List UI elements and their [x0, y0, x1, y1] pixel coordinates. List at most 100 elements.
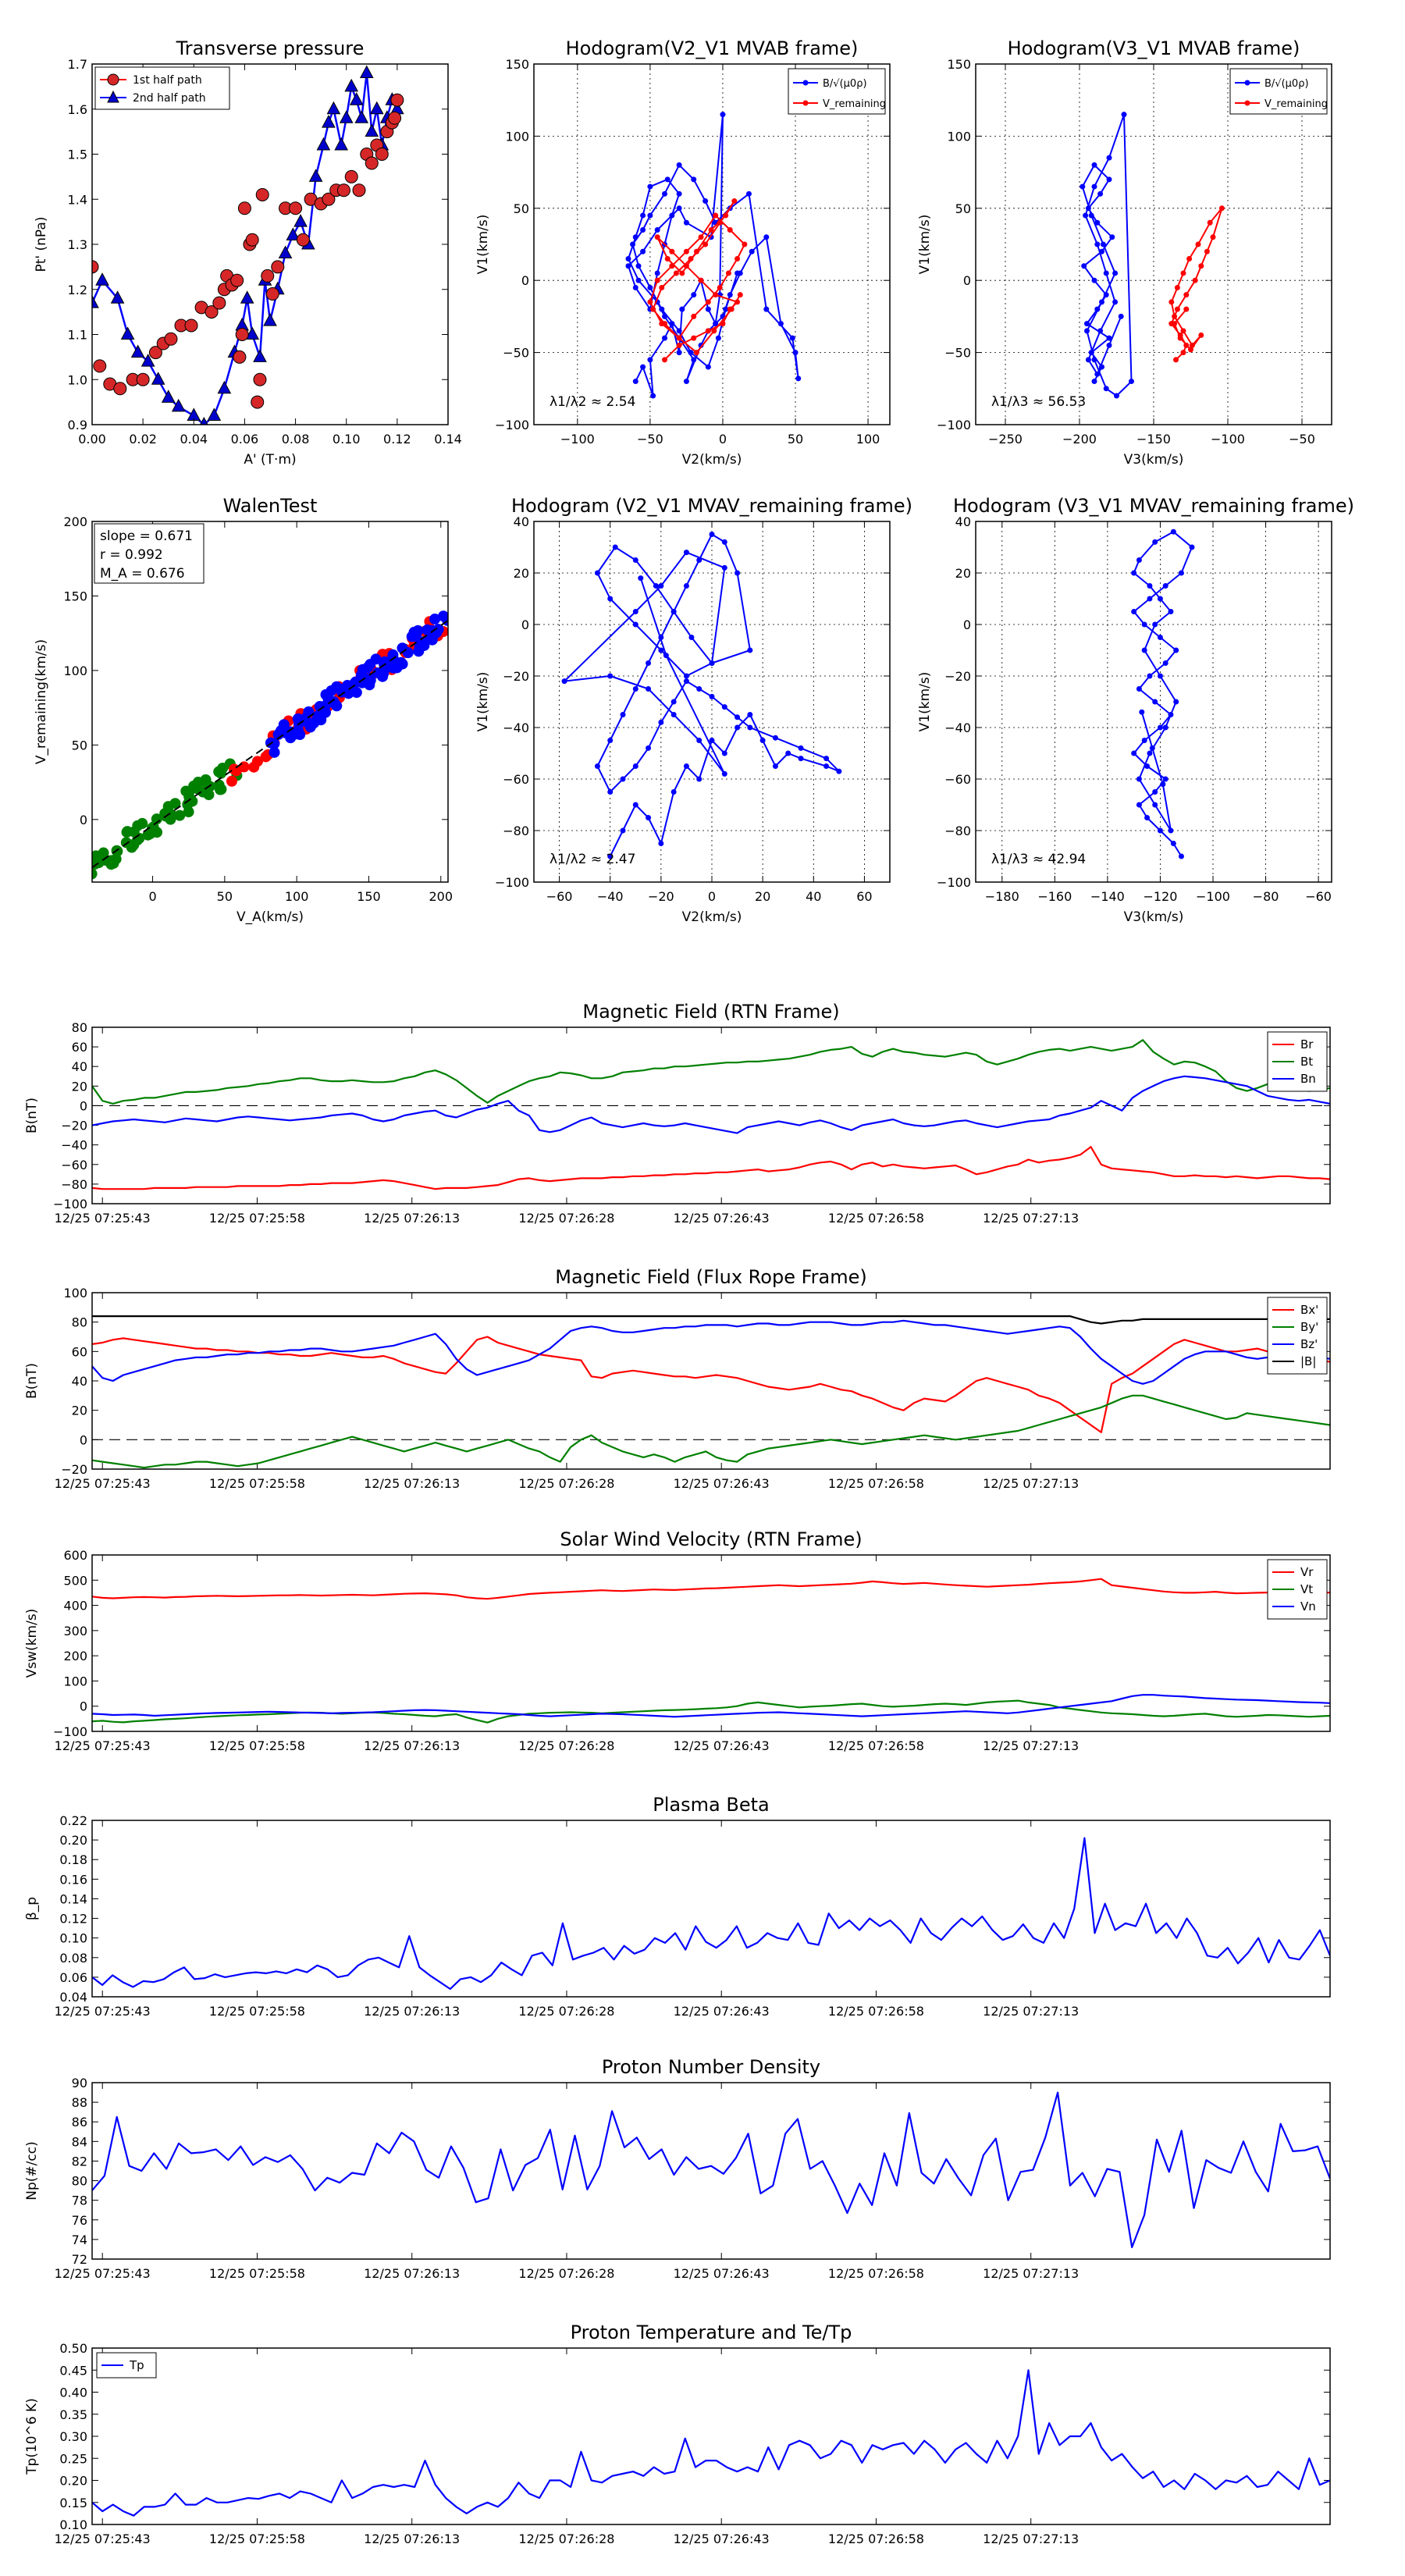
triangle-marker — [344, 78, 359, 92]
chart-h2: −100 −50 0 50 100 150 −250 −200 −150 −100 −50 Hodog… — [917, 37, 1332, 468]
data-point — [654, 234, 660, 240]
data-point — [1109, 234, 1115, 240]
data-point — [715, 335, 721, 341]
data-point — [759, 738, 766, 743]
walen-point — [402, 647, 414, 659]
y-tick-label: −100 — [937, 418, 971, 432]
x-tick-label: −120 — [1143, 889, 1177, 904]
x-tick-label: 100 — [285, 889, 309, 904]
data-point — [683, 219, 689, 226]
data-point — [640, 212, 646, 219]
data-point — [735, 724, 741, 731]
data-point — [1136, 802, 1142, 808]
data-point — [1112, 299, 1119, 305]
x-tick-label: −40 — [597, 889, 624, 904]
legend: Vr Vt Vn — [1267, 1559, 1328, 1620]
data-point — [625, 263, 631, 269]
series-line-beta — [92, 1837, 1330, 1991]
y-tick-label: −100 — [495, 875, 529, 890]
y-tick-label: 40 — [514, 514, 529, 529]
x-tick-label: 0.02 — [129, 432, 157, 447]
data-point — [1144, 815, 1151, 820]
x-tick-label: 12/25 07:26:43 — [674, 2532, 770, 2546]
legend-marker — [1244, 100, 1250, 106]
series-line-bx — [92, 1336, 1330, 1434]
x-tick-label: 12/25 07:26:43 — [674, 1211, 770, 1226]
data-point — [823, 756, 830, 762]
circle-marker — [271, 260, 285, 274]
x-tick-label: −60 — [546, 889, 573, 904]
x-tick-label: 12/25 07:25:43 — [55, 2266, 151, 2281]
circle-marker — [212, 296, 226, 310]
data-point — [653, 583, 659, 589]
data-point — [1168, 299, 1175, 305]
legend: Tp — [96, 2352, 157, 2379]
x-tick-label: −100 — [1196, 889, 1230, 904]
data-point — [1204, 248, 1210, 254]
y-tick-label: 1.4 — [68, 192, 87, 207]
triangle-marker — [245, 326, 260, 340]
x-tick-label: 12/25 07:25:43 — [55, 1738, 151, 1753]
legend-label: By' — [1300, 1320, 1318, 1334]
y-tick-label: 0 — [521, 273, 529, 288]
plot-frame — [533, 521, 891, 883]
data-point — [658, 719, 664, 725]
legend-label: 2nd half path — [133, 92, 206, 105]
y-axis-label: Vsw(km/s) — [24, 1609, 40, 1678]
chart-title: Hodogram (V2_V1 MVAV_remaining frame) — [511, 495, 912, 517]
y-tick-label: 150 — [505, 57, 529, 72]
y-tick-label: 50 — [72, 738, 87, 753]
walen-point — [331, 700, 343, 712]
x-tick-label: 12/25 07:26:58 — [828, 2266, 924, 2281]
data-point — [635, 263, 642, 269]
x-tick-label: 200 — [429, 889, 453, 904]
circle-marker — [184, 318, 198, 333]
data-point — [723, 306, 729, 312]
walen-point — [92, 868, 98, 880]
y-tick-label: 0.15 — [59, 2496, 87, 2510]
data-point — [1083, 212, 1089, 219]
stats-frame — [94, 523, 205, 584]
y-tick-label: 0.06 — [59, 1970, 87, 1985]
data-point — [650, 306, 656, 312]
walen-point — [294, 728, 306, 740]
y-tick-label: 20 — [72, 1079, 87, 1094]
data-point — [1173, 699, 1179, 705]
data-point — [632, 284, 638, 290]
data-point — [1157, 596, 1163, 602]
data-point — [659, 306, 665, 312]
x-tick-label: 12/25 07:26:58 — [828, 2004, 924, 2019]
x-tick-label: 0.08 — [282, 432, 310, 447]
x-tick-label: 12/25 07:26:43 — [674, 2266, 770, 2281]
x-tick-label: −80 — [1253, 889, 1279, 904]
legend-label: Bx' — [1300, 1303, 1318, 1317]
triangle-marker — [365, 123, 379, 137]
data-point — [679, 270, 685, 276]
x-tick-label: 50 — [217, 889, 233, 904]
circle-marker — [93, 359, 107, 373]
data-point — [630, 241, 636, 247]
triangle-marker — [286, 227, 301, 240]
data-point — [1162, 776, 1168, 782]
y-tick-label: 40 — [72, 1059, 87, 1074]
y-tick-label: 0.22 — [59, 1813, 87, 1828]
y-tick-label: 100 — [63, 664, 87, 678]
legend: Bx' By' Bz' |B| — [1267, 1297, 1328, 1375]
series-line-tp — [92, 2369, 1330, 2517]
y-tick-label: −100 — [495, 418, 529, 432]
x-tick-label: −200 — [1062, 432, 1097, 447]
series-line-np — [92, 2091, 1330, 2248]
data-point — [663, 653, 669, 659]
triangle-marker — [217, 380, 232, 394]
data-point — [646, 686, 652, 692]
y-tick-label: 80 — [72, 1315, 87, 1330]
legend-label: B/√(μ0ρ) — [823, 78, 867, 90]
y-axis-label: V1(km/s) — [475, 672, 491, 732]
y-tick-label: 100 — [505, 129, 529, 144]
triangle-marker — [334, 137, 349, 151]
data-point — [1106, 176, 1112, 183]
data-point — [658, 841, 664, 846]
data-point — [705, 299, 711, 305]
x-axis-label: V_A(km/s) — [237, 909, 304, 925]
y-tick-label: 86 — [72, 2115, 87, 2129]
